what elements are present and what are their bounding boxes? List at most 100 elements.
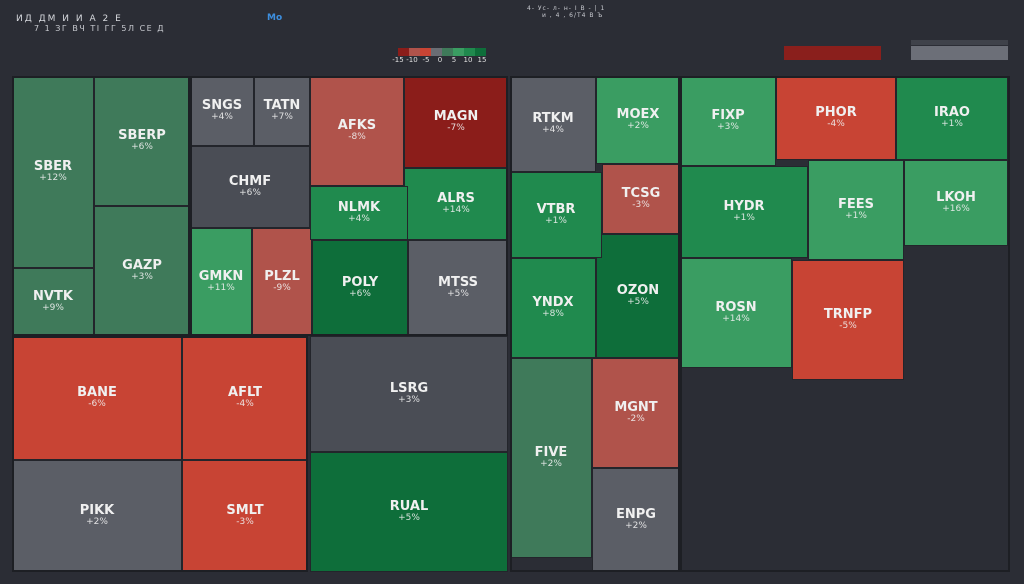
market-selector[interactable]: Мо [267,13,283,23]
legend-label: -5 [422,56,430,64]
legend-label: 10 [463,56,473,64]
tile-change: -5% [839,321,857,332]
treemap-tile-hydr[interactable]: HYDR +1% [680,166,808,258]
treemap-tile-poly[interactable]: POLY +6% [312,240,408,336]
app-title: ИД ДМ И И А 2 Е [16,14,123,24]
tile-change: +14% [722,314,750,325]
legend-label: 15 [477,56,487,64]
treemap-tile-plzl[interactable]: PLZL -9% [252,228,312,336]
tile-change: +7% [271,112,293,123]
tile-change: +12% [39,173,67,184]
treemap-tile-sberp[interactable]: SBERP +6% [94,76,190,206]
tile-ticker: HYDR [723,199,765,215]
tile-ticker: LSRG [389,381,429,397]
treemap-tile-fixp[interactable]: FIXP +3% [680,76,776,166]
filter-bar[interactable] [784,46,881,60]
treemap-tile-vtbr[interactable]: VTBR +1% [510,172,602,258]
tile-change: -3% [236,517,254,528]
tile-ticker: PLZL [264,269,300,285]
treemap-tile-bane[interactable]: BANE -6% [12,336,182,460]
tile-change: +2% [86,517,108,528]
tile-ticker: SBER [33,159,73,175]
tile-ticker: TCSG [621,186,661,202]
treemap-tile-alrs[interactable]: ALRS +14% [404,168,508,240]
legend-swatch [409,48,420,56]
tile-ticker: TRNFP [823,307,873,323]
tile-ticker: PHOR [815,105,857,121]
treemap-tile-magn[interactable]: MAGN -7% [404,76,508,168]
treemap-tile-rtkm[interactable]: RTKM +4% [510,76,596,172]
tile-change: -6% [88,399,106,410]
info-line-1: 4- Ус- л- н- I В - | 1 [527,5,606,12]
tile-change: +8% [542,309,564,320]
tile-change: -7% [447,123,465,134]
toggle-track [911,40,1008,45]
tile-ticker: MTSS [438,275,478,291]
tile-ticker: MOEX [616,107,660,123]
tile-change: +1% [941,119,963,130]
top-bar: ИД ДМ И И А 2 Е 7 1 ЗГ ВЧ ТІ ГГ 5Л СЕ Д … [0,0,1024,70]
tile-change: +3% [131,272,153,283]
treemap-tile-nlmk[interactable]: NLMK +4% [310,186,408,240]
tile-ticker: RTKM [532,111,574,127]
tile-change: -9% [273,283,291,294]
treemap-tile-gmkn[interactable]: GMKN +11% [190,228,252,336]
treemap-tile-nvtk[interactable]: NVTK +9% [12,268,94,336]
info-line-2: и , 4 , 6/Т4 В Ъ [542,12,604,19]
tile-change: -3% [632,200,650,211]
legend-label: -15 [392,56,404,64]
view-toggle[interactable] [911,46,1008,60]
tile-change: +5% [627,297,649,308]
tile-change: +1% [845,211,867,222]
tile-ticker: LKOH [936,190,976,206]
tile-ticker: FIXP [711,108,745,124]
treemap-tile-trnfp[interactable]: TRNFP -5% [792,260,904,380]
tile-change: -4% [236,399,254,410]
treemap-tile-lsrg[interactable]: LSRG +3% [310,336,508,452]
treemap-tile-sngs[interactable]: SNGS +4% [190,76,254,146]
tile-change: +3% [717,122,739,133]
tile-ticker: OZON [616,283,660,299]
tile-change: +5% [447,289,469,300]
tile-ticker: GAZP [122,258,162,274]
treemap-tile-mtss[interactable]: MTSS +5% [408,240,508,336]
tile-change: +2% [625,521,647,532]
treemap-tile-sber[interactable]: SBER +12% [12,76,94,268]
tile-ticker: GMKN [198,269,244,285]
treemap-tile-smlt[interactable]: SMLT -3% [182,460,308,572]
tile-change: +14% [442,205,470,216]
tile-ticker: VTBR [536,202,576,218]
treemap-tile-tcsg[interactable]: TCSG -3% [602,164,680,234]
tile-change: +6% [349,289,371,300]
treemap-tile-yndx[interactable]: YNDX +8% [510,258,596,358]
treemap-tile-irao[interactable]: IRAO +1% [896,76,1008,160]
treemap-tile-gazp[interactable]: GAZP +3% [94,206,190,336]
tile-ticker: CHMF [228,174,272,190]
treemap-tile-chmf[interactable]: CHMF +6% [190,146,310,228]
treemap-tile-mgnt[interactable]: MGNT -2% [592,358,680,468]
tile-ticker: FEES [837,197,874,213]
treemap-tile-rosn[interactable]: ROSN +14% [680,258,792,368]
treemap-tile-aflt[interactable]: AFLT -4% [182,336,308,460]
treemap-tile-afks[interactable]: AFKS -8% [310,76,404,186]
treemap-tile-ozon[interactable]: OZON +5% [596,234,680,358]
legend-swatch [464,48,475,56]
treemap-tile-phor[interactable]: PHOR -4% [776,76,896,160]
tile-ticker: SBERP [118,128,166,144]
treemap-tile-tatn[interactable]: TATN +7% [254,76,310,146]
tile-ticker: IRAO [934,105,970,121]
treemap-tile-five[interactable]: FIVE +2% [510,358,592,558]
app-subtitle: 7 1 ЗГ ВЧ ТІ ГГ 5Л СЕ Д [34,24,166,33]
tile-ticker: POLY [341,275,379,291]
treemap-tile-enpg[interactable]: ENPG +2% [592,468,680,572]
treemap-tile-moex[interactable]: MOEX +2% [596,76,680,164]
treemap-tile-lkoh[interactable]: LKOH +16% [904,160,1008,246]
tile-change: +5% [398,513,420,524]
treemap-tile-rual[interactable]: RUAL +5% [310,452,508,572]
tile-change: +9% [42,303,64,314]
treemap-tile-pikk[interactable]: PIKK +2% [12,460,182,572]
color-legend [398,48,486,62]
tile-change: +3% [398,395,420,406]
treemap-tile-fees[interactable]: FEES +1% [808,160,904,260]
tile-ticker: AFKS [337,118,377,134]
